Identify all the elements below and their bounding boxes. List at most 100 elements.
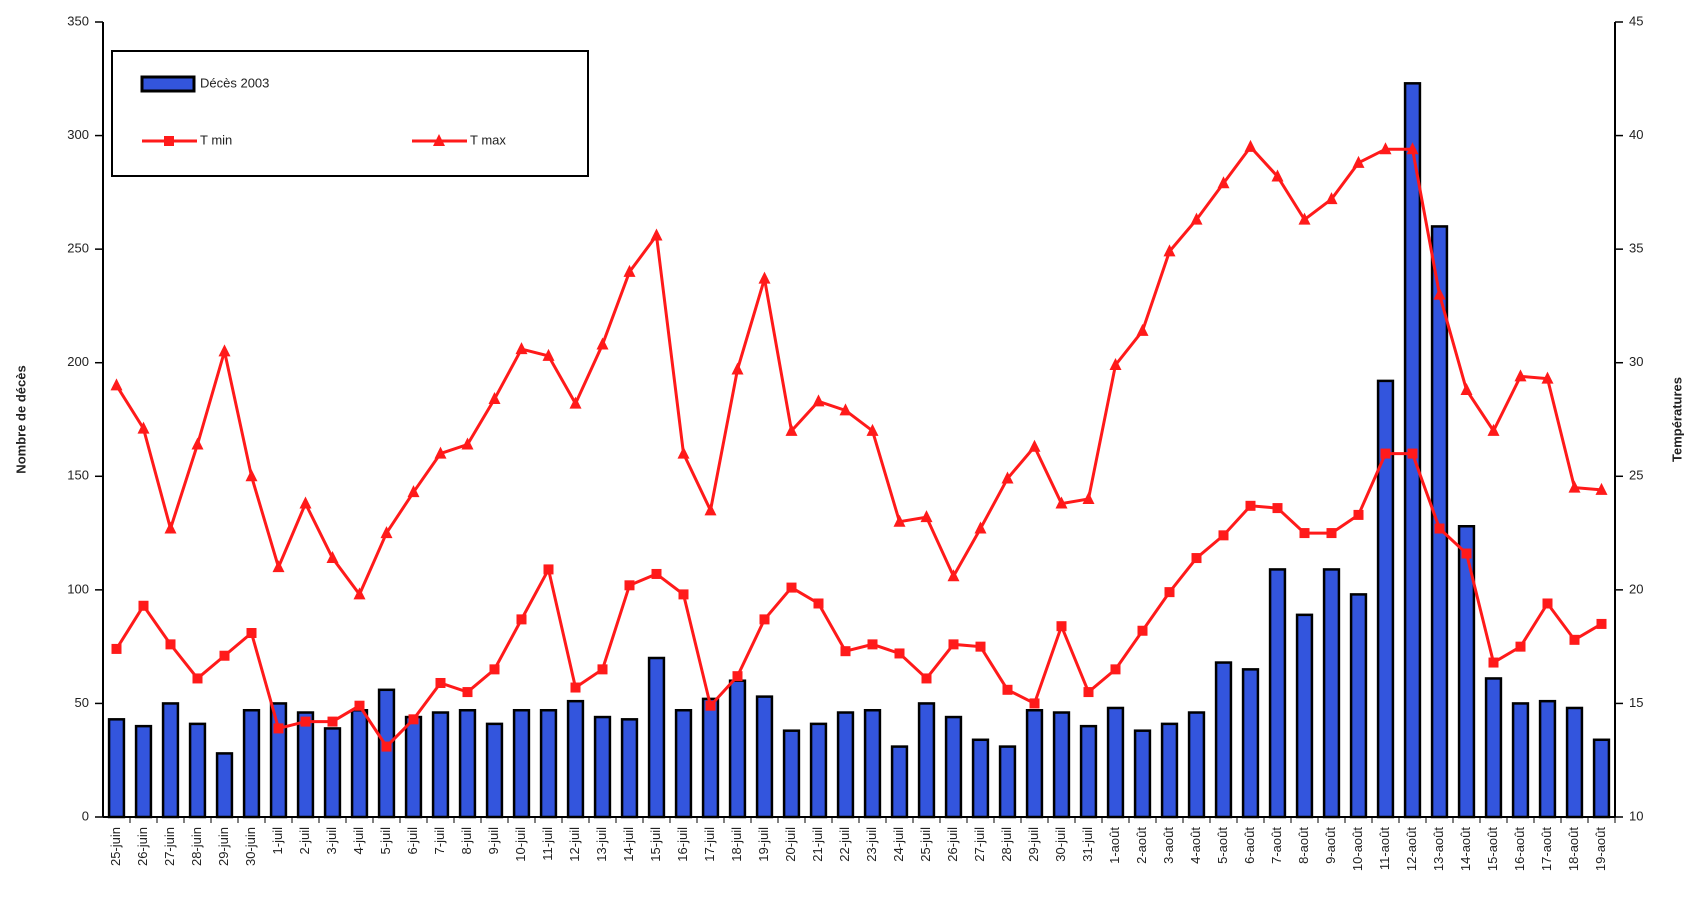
bar [404, 715, 423, 819]
y2-tick-label: 45 [1629, 13, 1643, 28]
point [435, 677, 446, 688]
point [1218, 530, 1229, 541]
x-tick-label: 25-juil [918, 827, 933, 862]
point [434, 446, 447, 459]
point [731, 362, 744, 375]
y2-tick-label: 30 [1629, 354, 1643, 369]
point [1461, 548, 1472, 559]
point [866, 423, 879, 436]
legend-label: T min [200, 132, 232, 147]
point [1541, 371, 1554, 384]
x-tick-label: 22-juil [837, 827, 852, 862]
x-tick-label: 3-août [1161, 827, 1176, 864]
point [1487, 423, 1500, 436]
bar [458, 708, 477, 819]
x-tick-label: 29-juil [1026, 827, 1041, 862]
x-tick-label: 8-juil [459, 827, 474, 855]
bar [1268, 568, 1287, 819]
legend-label: T max [470, 132, 506, 147]
x-tick-label: 4-juil [351, 827, 366, 855]
point [1596, 618, 1607, 629]
point [543, 564, 554, 575]
point [867, 639, 878, 650]
x-tick-label: 30-juin [243, 827, 258, 866]
bar [377, 688, 396, 819]
point [515, 342, 528, 355]
bar [998, 745, 1017, 819]
point [704, 503, 717, 516]
x-tick-label: 10-août [1350, 827, 1365, 871]
bar [134, 724, 153, 819]
bar [1025, 708, 1044, 819]
x-tick-label: 27-juil [972, 827, 987, 862]
x-tick-label: 19-août [1593, 827, 1608, 871]
x-tick-label: 13-août [1431, 827, 1446, 871]
x-tick-label: 7-août [1269, 827, 1284, 864]
bar [1133, 729, 1152, 819]
bar [1565, 706, 1584, 819]
point [1272, 503, 1283, 514]
x-tick-label: 18-août [1566, 827, 1581, 871]
point [948, 639, 959, 650]
point [326, 551, 339, 564]
bar [647, 656, 666, 819]
point [488, 392, 501, 405]
point [138, 600, 149, 611]
bar [674, 708, 693, 819]
x-tick-label: 16-août [1512, 827, 1527, 871]
point [110, 378, 123, 391]
x-tick-label: 19-juil [756, 827, 771, 862]
point [894, 648, 905, 659]
point [219, 650, 230, 661]
point [813, 598, 824, 609]
legend-marker [164, 136, 174, 146]
point [165, 639, 176, 650]
x-tick-label: 1-août [1107, 827, 1122, 864]
y2-axis-title: Températures [1669, 377, 1684, 462]
x-tick-label: 5-août [1215, 827, 1230, 864]
point [1406, 142, 1419, 155]
legend [111, 50, 589, 177]
bar [107, 718, 126, 819]
bar [215, 752, 234, 819]
point [542, 348, 555, 361]
point [921, 673, 932, 684]
x-tick-label: 7-juil [432, 827, 447, 855]
x-tick-label: 9-juil [486, 827, 501, 855]
bar [1484, 677, 1503, 819]
bar [701, 697, 720, 819]
point [1595, 482, 1608, 495]
bar [620, 718, 639, 819]
y2-tick-label: 10 [1629, 808, 1643, 823]
point [245, 469, 258, 482]
point [1029, 698, 1040, 709]
x-tick-label: 17-août [1539, 827, 1554, 871]
point [1001, 471, 1014, 484]
point [1109, 357, 1122, 370]
bar [755, 695, 774, 819]
x-tick-label: 28-juil [999, 827, 1014, 862]
x-tick-label: 26-juin [135, 827, 150, 866]
x-tick-label: 6-juil [405, 827, 420, 855]
bar [728, 679, 747, 819]
bar [188, 722, 207, 819]
point [650, 228, 663, 241]
bar [1511, 702, 1530, 819]
x-tick-label: 21-juil [810, 827, 825, 862]
point [678, 589, 689, 600]
point [272, 560, 285, 573]
x-tick-label: 30-juil [1053, 827, 1068, 862]
bar [1592, 738, 1611, 819]
bar [485, 722, 504, 819]
bar [539, 708, 558, 819]
bar [1295, 613, 1314, 819]
legend-label: Décès 2003 [200, 75, 269, 90]
point [111, 643, 122, 654]
point [758, 271, 771, 284]
x-tick-label: 11-août [1377, 827, 1392, 871]
point [516, 614, 527, 625]
bar [242, 708, 261, 819]
x-tick-label: 6-août [1242, 827, 1257, 864]
x-tick-label: 8-août [1296, 827, 1311, 864]
